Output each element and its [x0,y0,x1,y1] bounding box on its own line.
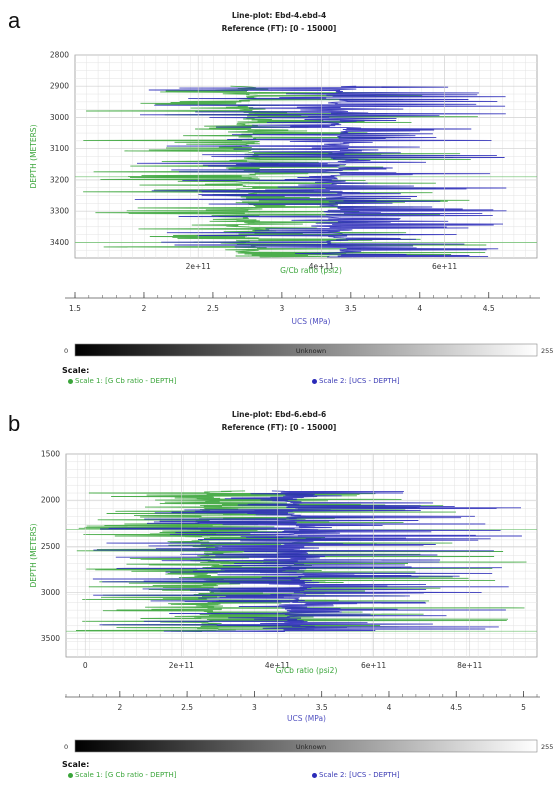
scale-legend: Scale: Scale 1: [G Cb ratio - DEPTH] Sca… [62,760,400,779]
colorbar-label: Unknown [296,743,326,751]
plot-title: Line-plot: Ebd-6.ebd-6 [231,410,327,419]
scale-header: Scale: [62,760,90,769]
y-tick-label: 2800 [50,51,69,60]
line-plot-a: 2800 2900 3000 3100 3200 3300 3400 DEPTH (METER… [29,51,540,357]
series-ucs [134,85,507,258]
colorbar-max-label: 255 [541,743,554,751]
x2-tick-label: 4 [387,703,392,712]
series-line [134,85,507,258]
legend-scale-1[interactable]: Scale 1: [G Cb ratio - DEPTH] [68,376,176,386]
y-tick-label: 3400 [50,238,69,247]
colorbar-min-label: 0 [64,347,69,355]
x-tick-label: 6e+11 [432,262,457,271]
y-tick-label: 2900 [50,82,69,91]
x2-tick-label: 3.5 [345,304,357,313]
plot-reference: Reference (FT): [0 - 15000] [221,423,337,432]
legend-scale-2[interactable]: Scale 2: [UCS - DEPTH] [312,770,400,780]
plot-title: Line-plot: Ebd-4.ebd-4 [231,11,327,20]
x-tick-label: 4e+11 [309,262,334,271]
x2-tick-label: 2 [117,703,122,712]
x2-tick-label: 2.5 [207,304,219,313]
scale-legend: Scale: Scale 1: [G Cb ratio - DEPTH] Sca… [62,366,400,385]
x-axis-title: G/Cb ratio (psi2) [280,266,342,275]
plot-reference: Reference (FT): [0 - 15000] [221,24,337,33]
y-tick-label: 3100 [50,144,69,153]
legend-scale-1[interactable]: Scale 1: [G Cb ratio - DEPTH] [68,770,176,780]
colorbar-min-label: 0 [64,743,69,751]
y-tick-label: 3000 [50,113,69,122]
x2-tick-label: 3.5 [316,703,328,712]
x2-tick-label: 4 [417,304,422,313]
colorbar [74,739,538,753]
y-axis-title: DEPTH (METERS) [29,523,38,587]
x2-tick-label: 4.5 [450,703,462,712]
x-tick-label: 4e+11 [265,661,290,670]
y-tick-label: 2000 [41,496,60,505]
legend-dot-icon [312,378,317,384]
x2-tick-label: 5 [521,703,526,712]
line-plot-b: 1500 2000 2500 3000 3500 DEPTH (METERS) 0 2e+11… [29,450,540,753]
grid [66,454,537,657]
x-tick-label: 8e+11 [457,661,482,670]
y-tick-label: 3300 [50,207,69,216]
y-tick-label: 3000 [41,588,60,597]
x-tick-label: 6e+11 [361,661,386,670]
x2-tick-label: 1.5 [69,304,81,313]
colorbar [74,343,538,357]
legend-scale-2-label: Scale 2: [UCS - DEPTH] [319,377,400,385]
x2-axis-title: UCS (MPa) [292,317,331,326]
chart-panel-a: a Line-plot: Ebd-4.ebd-4 Reference (FT):… [0,0,558,393]
colorbar-max-label: 255 [541,347,554,355]
legend-dot-icon [68,378,73,384]
legend-dot-icon [312,772,317,778]
chart-panel-b: b Line-plot: Ebd-6.ebd-6 Reference (FT):… [0,397,558,787]
legend-scale-2-label: Scale 2: [UCS - DEPTH] [319,771,400,779]
y-axis-title: DEPTH (METERS) [29,124,38,188]
y-tick-label: 3500 [41,634,60,643]
x2-tick-label: 2.5 [181,703,193,712]
x-axis-title: G/Cb ratio (psi2) [276,666,338,675]
scale-header: Scale: [62,366,90,375]
x2-tick-label: 3 [252,703,257,712]
x2-tick-label: 3 [279,304,284,313]
legend-scale-1-label: Scale 1: [G Cb ratio - DEPTH] [75,377,177,385]
legend-dot-icon [68,772,73,778]
x-tick-label: 2e+11 [186,262,211,271]
series-line [92,490,522,632]
panel-letter: b [8,411,21,436]
y-tick-label: 3200 [50,175,69,184]
panel-letter: a [8,8,21,33]
colorbar-label: Unknown [296,347,326,355]
series-ucs [92,490,522,632]
x-tick-label: 2e+11 [169,661,194,670]
x-tick-label: 0 [83,661,88,670]
x2-tick-label: 2 [142,304,147,313]
y-tick-label: 1500 [41,450,60,459]
legend-scale-2[interactable]: Scale 2: [UCS - DEPTH] [312,376,400,386]
legend-scale-1-label: Scale 1: [G Cb ratio - DEPTH] [75,771,177,779]
y-tick-label: 2500 [41,542,60,551]
x2-axis-title: UCS (MPa) [287,714,326,723]
x2-tick-label: 4.5 [483,304,495,313]
